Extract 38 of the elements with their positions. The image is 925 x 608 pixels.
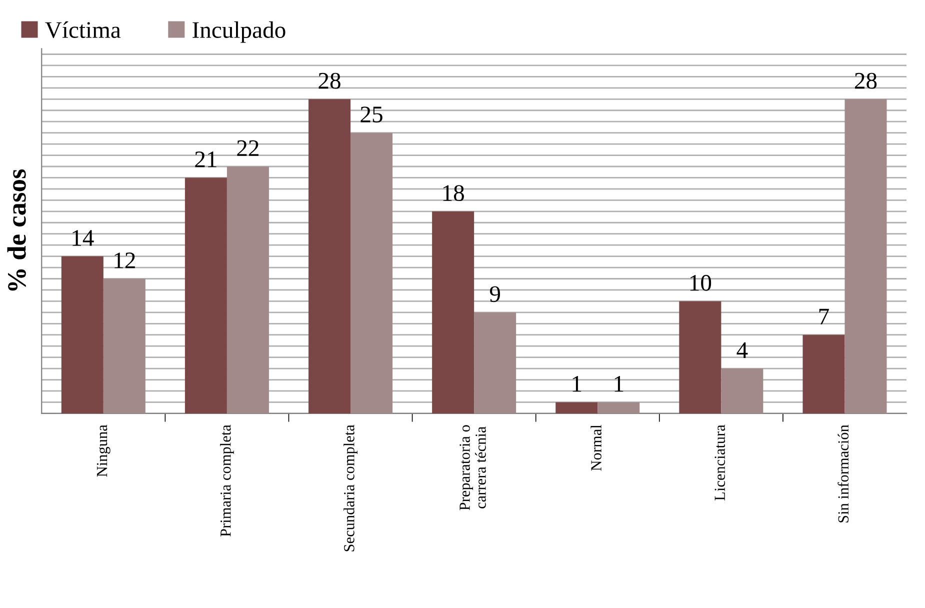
bar xyxy=(226,166,269,414)
x-tick-label: Normal xyxy=(590,424,602,471)
bar xyxy=(556,402,598,414)
x-tick-label: Sin información xyxy=(838,424,849,522)
data-label: 1 xyxy=(614,376,624,392)
data-label: 12 xyxy=(114,252,135,268)
bar xyxy=(61,256,104,414)
bar xyxy=(802,334,845,414)
x-tick-label: Preparatoria o carrera técnia xyxy=(460,425,486,510)
data-label: 21 xyxy=(195,152,216,168)
data-label: 22 xyxy=(237,140,258,156)
x-tick-label: Licenciatura xyxy=(714,424,725,500)
data-label: 28 xyxy=(318,72,340,89)
legend-label: Inculpado xyxy=(192,21,286,43)
x-tick-label: Secundaria completa xyxy=(344,424,358,552)
bar xyxy=(350,132,393,414)
bar xyxy=(844,99,887,414)
bar xyxy=(598,402,640,414)
bar xyxy=(308,99,351,414)
data-label: 28 xyxy=(854,72,877,89)
x-tick-label: Primaria completa xyxy=(220,424,234,537)
data-label: 25 xyxy=(360,106,382,122)
data-label: 18 xyxy=(443,185,464,202)
legend-label: Víctima xyxy=(45,21,121,38)
data-label: 9 xyxy=(490,286,500,302)
bar xyxy=(432,211,474,414)
bar xyxy=(474,312,516,414)
bar xyxy=(103,278,146,414)
bar xyxy=(679,301,722,414)
x-tick-label: Ninguna xyxy=(96,424,110,477)
bar xyxy=(721,368,764,414)
y-axis-title: % de casos xyxy=(7,169,26,291)
data-label: 1 xyxy=(572,376,582,392)
data-label: 4 xyxy=(736,342,748,358)
bar xyxy=(184,178,227,414)
data-label: 14 xyxy=(72,230,94,246)
data-label: 7 xyxy=(819,308,829,324)
data-label: 10 xyxy=(690,274,712,291)
